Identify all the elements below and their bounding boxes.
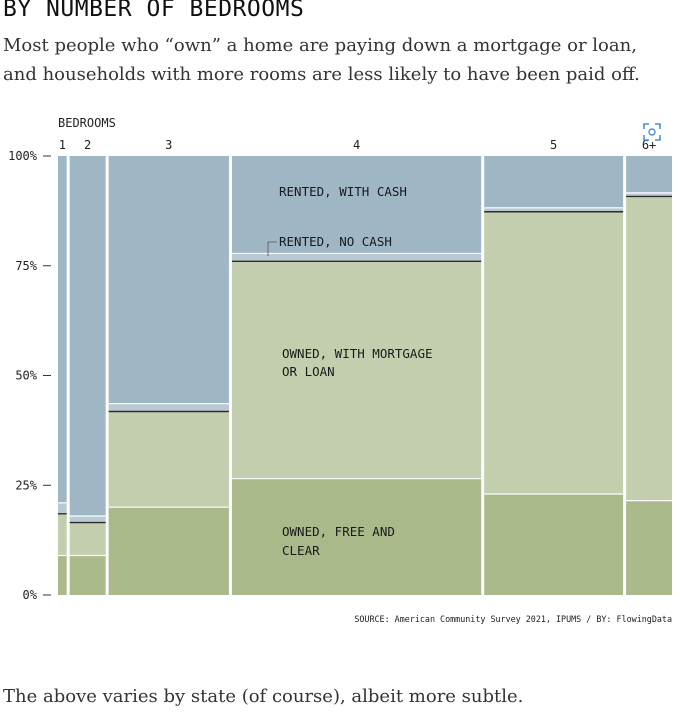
y-tick-label: 25% xyxy=(15,478,37,492)
x-tick-label: 3 xyxy=(165,138,172,152)
segment-label: OWNED, FREE AND xyxy=(282,524,395,539)
x-tick-label: 5 xyxy=(550,138,557,152)
segment-2-bar xyxy=(69,522,106,556)
x-axis-title: BEDROOMS xyxy=(58,116,116,130)
expand-button[interactable] xyxy=(642,122,662,142)
mosaic-chart: 100% 75% 50% 25% 0% BEDROOMS 1 2 3 4 5 6+ RENTED, WI… xyxy=(8,116,672,602)
segment-1-bar xyxy=(484,494,624,595)
segment-4-bar xyxy=(484,156,624,208)
segment-label: RENTED, WITH CASH xyxy=(279,184,407,199)
x-tick-label: 1 xyxy=(59,138,66,152)
segment-3-bar xyxy=(231,253,482,262)
segment-4-bar xyxy=(58,156,67,503)
segment-3-bar xyxy=(58,502,67,514)
segment-label: RENTED, NO CASH xyxy=(279,234,392,249)
segment-4-bar xyxy=(69,156,106,516)
y-tick-label: 0% xyxy=(23,588,38,602)
segment-label: OR LOAN xyxy=(282,364,335,379)
y-tick-label: 100% xyxy=(8,149,38,163)
segment-4-bar xyxy=(231,156,482,254)
chart-title: BY NUMBER OF BEDROOMS xyxy=(3,0,305,22)
segment-2-bar xyxy=(231,261,482,479)
segment-3-bar xyxy=(69,515,106,523)
segment-label: OWNED, WITH MORTGAGE xyxy=(282,346,433,361)
segment-4-bar xyxy=(108,156,229,404)
footer-text: The above varies by state (of course), a… xyxy=(3,686,524,707)
segment-2-bar xyxy=(626,196,672,501)
x-tick-label: 6+ xyxy=(642,138,656,152)
segment-1-bar xyxy=(626,500,672,595)
expand-icon xyxy=(643,123,661,141)
leader-line xyxy=(267,241,277,256)
y-tick-label: 50% xyxy=(15,369,37,383)
segment-2-bar xyxy=(108,411,229,508)
segment-1-bar xyxy=(58,555,67,595)
segment-1-bar xyxy=(231,478,482,595)
segment-label: CLEAR xyxy=(282,543,320,558)
chart-subtitle: Most people who “own” a home are paying … xyxy=(3,35,640,85)
segment-2-bar xyxy=(58,513,67,556)
segment-3-bar xyxy=(108,403,229,412)
segment-1-bar xyxy=(108,507,229,595)
x-tick-label: 2 xyxy=(84,138,91,152)
segment-4-bar xyxy=(626,156,672,193)
segment-1-bar xyxy=(69,555,106,595)
segment-3-bar xyxy=(484,207,624,212)
source-note: SOURCE: American Community Survey 2021, … xyxy=(354,614,672,624)
x-tick-label: 4 xyxy=(353,138,360,152)
segment-3-bar xyxy=(626,192,672,197)
segment-2-bar xyxy=(484,211,624,495)
y-tick-label: 75% xyxy=(15,259,37,273)
